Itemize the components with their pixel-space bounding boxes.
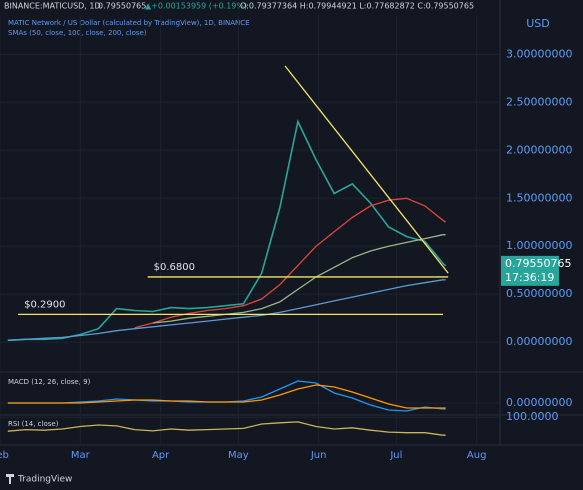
y-tick-label: 0.00000000	[506, 335, 572, 348]
y-tick-label: 1.50000000	[506, 191, 572, 204]
y-tick-label: 100.0000	[506, 410, 559, 423]
series-line	[7, 279, 446, 341]
countdown: 17:36:19	[505, 271, 554, 284]
series-line	[7, 384, 446, 409]
currency[interactable]: USD	[526, 17, 550, 30]
change: ▲+0.00153959 (+0.19%)	[145, 2, 247, 11]
footer	[0, 466, 583, 490]
x-tick-label: Jun	[310, 450, 327, 461]
ohlc: O:0.79377364 H:0.79944921 L:0.77682872 C…	[240, 2, 474, 11]
series-line	[152, 234, 446, 324]
brand[interactable]: TradingView	[17, 475, 72, 485]
series-line	[134, 197, 446, 329]
level-label: $0.6800	[154, 262, 195, 273]
x-tick-label: Apr	[152, 450, 170, 461]
x-tick-label: May	[228, 450, 249, 461]
logo	[6, 474, 14, 484]
series-line	[7, 421, 446, 436]
series-line	[7, 119, 447, 342]
y-tick-label: 2.50000000	[506, 95, 572, 108]
y-tick-label: 1.00000000	[506, 239, 572, 252]
rsi-label: RSI (14, close)	[8, 420, 59, 428]
chart-title: MATIC Network / US Dollar (calculated by…	[8, 19, 250, 27]
indicator-label: SMAs (50, close, 100, close, 200, close)	[8, 29, 147, 37]
y-tick-label: 2.00000000	[506, 143, 572, 156]
y-tick-label: 0.50000000	[506, 287, 572, 300]
y-tick-label: 3.00000000	[506, 47, 572, 60]
x-tick-label: Jul	[389, 450, 402, 461]
x-tick-label: Feb	[0, 450, 9, 461]
trendline	[284, 65, 449, 274]
price-tag	[501, 255, 559, 286]
last-price: 0.79550765	[98, 2, 146, 11]
price-tag-value: 0.79550765	[505, 257, 571, 270]
macd-label: MACD (12, 26, close, 9)	[8, 378, 91, 386]
x-tick-label: Mar	[71, 450, 91, 461]
symbol: BINANCE:MATICUSD, 1D	[4, 2, 101, 11]
y-tick-label: 0.00000000	[506, 396, 572, 409]
level-label: $0.2900	[24, 299, 65, 310]
x-tick-label: Aug	[467, 450, 487, 461]
